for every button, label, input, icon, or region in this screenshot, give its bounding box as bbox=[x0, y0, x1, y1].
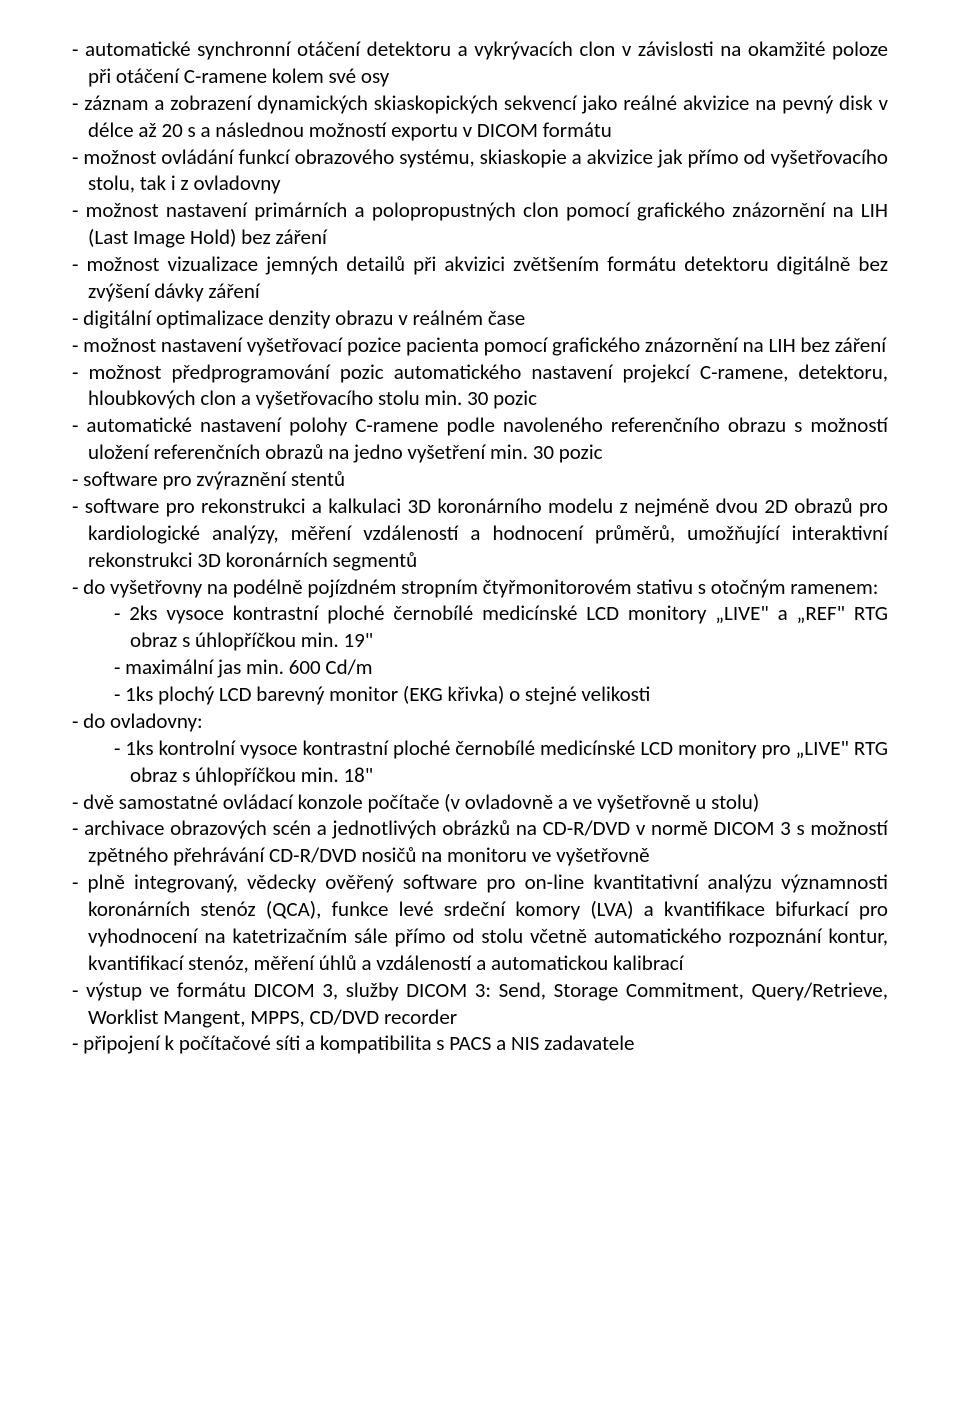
list-item: - dvě samostatné ovládací konzole počíta… bbox=[72, 789, 888, 816]
sub-list-item: - 1ks plochý LCD barevný monitor (EKG kř… bbox=[72, 681, 888, 708]
list-item: - automatické synchronní otáčení detekto… bbox=[72, 36, 888, 90]
list-item: - připojení k počítačové síti a kompatib… bbox=[72, 1030, 888, 1057]
document-page: - automatické synchronní otáčení detekto… bbox=[0, 0, 960, 1413]
list-item: - možnost nastavení primárních a polopro… bbox=[72, 197, 888, 251]
sub-list-item: - 2ks vysoce kontrastní ploché černobílé… bbox=[72, 600, 888, 654]
sub-list-item: - 1ks kontrolní vysoce kontrastní ploché… bbox=[72, 735, 888, 789]
list-item: - digitální optimalizace denzity obrazu … bbox=[72, 305, 888, 332]
list-item: - do vyšetřovny na podélně pojízdném str… bbox=[72, 574, 888, 601]
list-item: - možnost nastavení vyšetřovací pozice p… bbox=[72, 332, 888, 359]
sub-list-item: - maximální jas min. 600 Cd/m bbox=[72, 654, 888, 681]
list-item: - do ovladovny: bbox=[72, 708, 888, 735]
list-item: - automatické nastavení polohy C-ramene … bbox=[72, 412, 888, 466]
list-item: - záznam a zobrazení dynamických skiasko… bbox=[72, 90, 888, 144]
list-item: - možnost předprogramování pozic automat… bbox=[72, 359, 888, 413]
list-item: - software pro rekonstrukci a kalkulaci … bbox=[72, 493, 888, 574]
list-item: - plně integrovaný, vědecky ověřený soft… bbox=[72, 869, 888, 977]
list-item: - archivace obrazových scén a jednotlivý… bbox=[72, 815, 888, 869]
list-item: - software pro zvýraznění stentů bbox=[72, 466, 888, 493]
list-item: - možnost ovládání funkcí obrazového sys… bbox=[72, 144, 888, 198]
list-item: - možnost vizualizace jemných detailů př… bbox=[72, 251, 888, 305]
list-item: - výstup ve formátu DICOM 3, služby DICO… bbox=[72, 977, 888, 1031]
